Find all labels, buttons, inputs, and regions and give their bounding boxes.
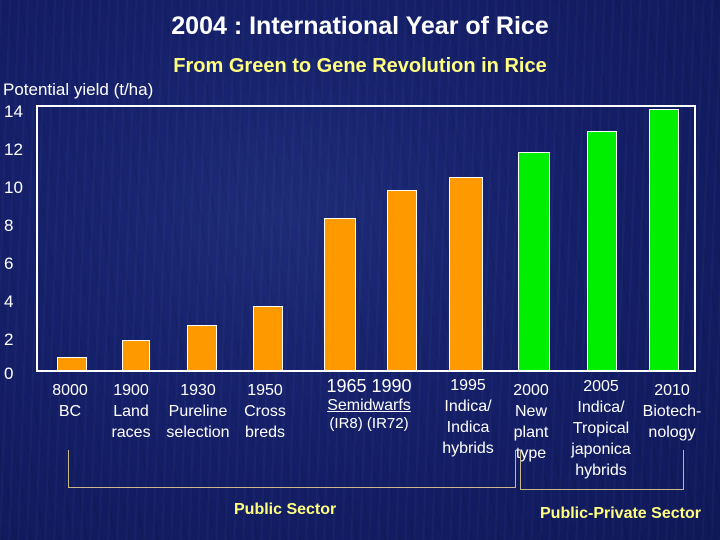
public-private-sector-label: Public-Private Sector bbox=[540, 505, 701, 522]
y-tick-6: 6 bbox=[4, 254, 14, 273]
x-label-1965-1990: 1965 1990 Semidwarfs (IR8) (IR72) bbox=[312, 376, 426, 433]
public-sector-label: Public Sector bbox=[234, 501, 337, 518]
public-private-sector-bracket bbox=[520, 450, 684, 490]
y-tick-0: 0 bbox=[4, 364, 14, 383]
plot-area bbox=[36, 105, 696, 372]
x-label-8000bc: 8000 BC bbox=[52, 382, 88, 420]
bar-1930 bbox=[187, 325, 217, 370]
bar-1995 bbox=[449, 177, 483, 370]
bar-1965 bbox=[324, 218, 356, 370]
y-tick-14: 14 bbox=[4, 102, 23, 121]
x-label-2000: 2000 New plant type bbox=[513, 382, 549, 462]
public-sector-bracket bbox=[68, 450, 516, 488]
bar-1990 bbox=[387, 190, 417, 370]
bar-1950 bbox=[253, 306, 283, 370]
x-label-1995: 1995 Indica/Indica hybrids bbox=[442, 377, 494, 457]
bar-2010 bbox=[649, 109, 679, 370]
slide-subtitle: From Green to Gene Revolution in Rice bbox=[173, 55, 547, 77]
bar-8000 bbox=[57, 357, 87, 370]
y-tick-8: 8 bbox=[4, 216, 14, 235]
y-tick-2: 2 bbox=[4, 330, 14, 349]
x-label-2005: 2005 Indica/Tropical japonica hybrids bbox=[571, 378, 631, 479]
x-label-1900: 1900 Land races bbox=[111, 382, 151, 441]
slide-title: 2004 : International Year of Rice bbox=[171, 12, 549, 40]
x-label-1950: 1950 Cross breds bbox=[244, 382, 286, 441]
bar-2005 bbox=[587, 131, 617, 370]
y-tick-12: 12 bbox=[4, 140, 23, 159]
x-label-1930: 1930 Pureline selection bbox=[166, 382, 230, 441]
y-tick-4: 4 bbox=[4, 292, 14, 311]
y-tick-10: 10 bbox=[4, 178, 23, 197]
y-axis-label: Potential yield (t/ha) bbox=[3, 80, 154, 99]
semidwarfs-label: Semidwarfs bbox=[327, 397, 411, 414]
x-label-2010: 2010 Biotech-nology bbox=[642, 382, 702, 441]
bar-2000 bbox=[518, 152, 550, 370]
bar-1900 bbox=[122, 340, 150, 370]
